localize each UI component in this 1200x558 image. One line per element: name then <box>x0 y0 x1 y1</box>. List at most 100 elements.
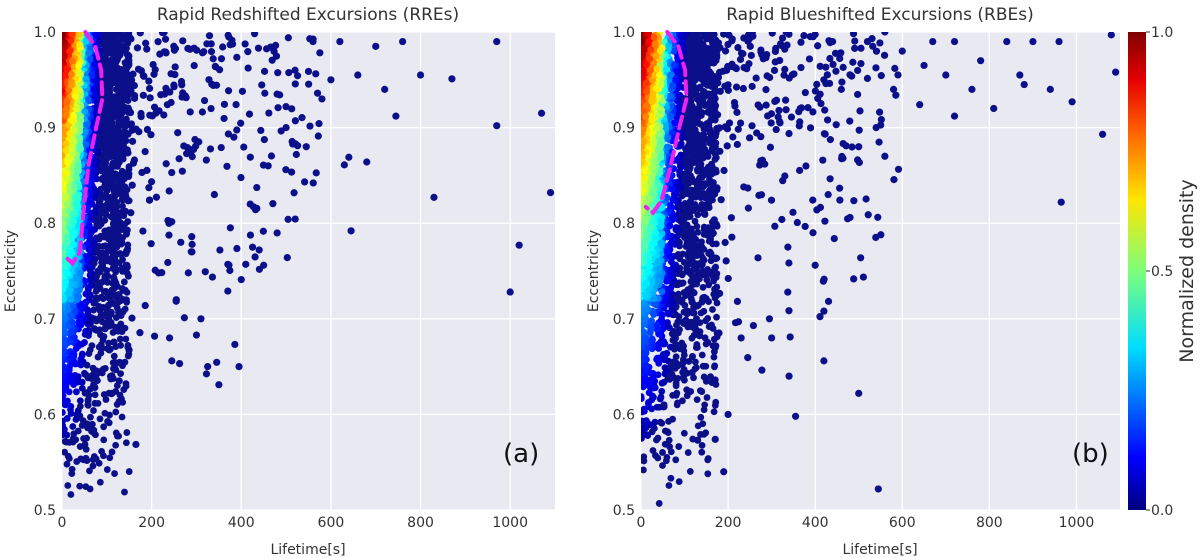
density-point <box>64 482 72 489</box>
density-point <box>81 108 89 116</box>
density-point <box>62 338 67 346</box>
density-point <box>82 140 90 148</box>
outlier-point <box>448 75 456 83</box>
density-point <box>108 389 116 397</box>
outlier-point <box>114 77 123 85</box>
outlier-point <box>101 134 110 142</box>
outlier-point <box>284 34 292 42</box>
outlier-point <box>260 135 268 144</box>
outlier-point <box>147 178 156 186</box>
density-point <box>86 55 94 63</box>
outlier-point <box>291 215 299 223</box>
density-point <box>93 221 101 229</box>
density-point <box>76 114 84 121</box>
outlier-point <box>305 80 313 88</box>
outlier-point <box>246 231 255 239</box>
outlier-point <box>188 240 196 248</box>
outlier-point <box>163 101 172 109</box>
outlier-point <box>260 67 269 75</box>
outlier-point <box>165 187 173 195</box>
density-point <box>62 401 69 409</box>
density-point <box>69 209 77 217</box>
density-point <box>91 315 99 323</box>
outlier-point <box>183 144 192 152</box>
outlier-point <box>217 55 226 63</box>
density-point <box>62 382 67 390</box>
outlier-point <box>345 153 353 161</box>
outlier-point <box>103 58 111 66</box>
density-point <box>119 226 127 234</box>
outlier-point <box>223 162 231 170</box>
outlier-point <box>233 126 241 134</box>
outlier-point <box>309 35 317 43</box>
density-point <box>711 401 719 409</box>
density-point <box>76 135 84 143</box>
outlier-point <box>273 229 281 237</box>
outlier-point <box>290 189 298 197</box>
outlier-point <box>301 178 309 186</box>
density-point <box>658 387 666 395</box>
density-point <box>119 202 126 210</box>
density-point <box>698 448 706 456</box>
y-tick-label: 0.5 <box>34 503 56 519</box>
outlier-point <box>111 232 119 241</box>
density-point <box>699 362 707 370</box>
outlier-point <box>178 167 186 175</box>
outlier-point <box>141 147 149 156</box>
outlier-point <box>152 109 160 117</box>
outlier-point <box>161 35 170 43</box>
density-point <box>62 409 66 416</box>
y-tick-label: 0.6 <box>34 407 56 423</box>
outlier-point <box>129 70 137 78</box>
density-point <box>88 71 96 79</box>
outlier-point <box>274 69 282 77</box>
outlier-point <box>347 227 355 235</box>
density-point <box>94 247 101 255</box>
outlier-point <box>121 207 130 215</box>
outlier-point <box>164 258 172 267</box>
outlier-point <box>115 308 123 316</box>
density-point <box>85 313 93 321</box>
outlier-point <box>257 126 265 135</box>
outlier-point <box>245 110 254 118</box>
density-point <box>91 158 98 166</box>
outlier-point <box>103 43 112 51</box>
outlier-point <box>150 332 159 340</box>
density-point <box>83 434 90 442</box>
density-point <box>73 104 81 111</box>
density-point <box>70 241 78 248</box>
density-point <box>90 306 97 314</box>
y-axis-label: Eccentricity <box>3 230 19 312</box>
x-tick-label: 600 <box>318 515 345 531</box>
outlier-point <box>258 81 266 89</box>
density-point <box>86 346 94 354</box>
density-core <box>641 32 721 507</box>
outlier-point <box>174 129 182 137</box>
density-point <box>92 375 100 382</box>
outlier-point <box>284 215 292 223</box>
density-point <box>91 391 99 399</box>
density-point <box>118 413 126 421</box>
outlier-point <box>170 42 178 50</box>
outlier-point <box>102 193 110 202</box>
density-point <box>78 340 86 348</box>
density-point <box>90 407 97 414</box>
density-point <box>672 456 680 464</box>
density-point <box>709 342 717 350</box>
density-point <box>96 478 104 486</box>
density-point <box>103 267 111 274</box>
density-point <box>99 344 106 352</box>
outlier-point <box>537 109 546 117</box>
density-point <box>680 429 688 437</box>
density-point <box>77 312 85 320</box>
density-point <box>86 291 94 299</box>
outlier-point <box>193 46 201 54</box>
density-point <box>75 61 83 69</box>
outlier-point <box>115 291 123 299</box>
outlier-point <box>101 275 109 283</box>
outlier-point <box>282 166 290 174</box>
outlier-point <box>248 243 257 251</box>
outlier-point <box>158 32 167 37</box>
density-point <box>119 256 126 264</box>
